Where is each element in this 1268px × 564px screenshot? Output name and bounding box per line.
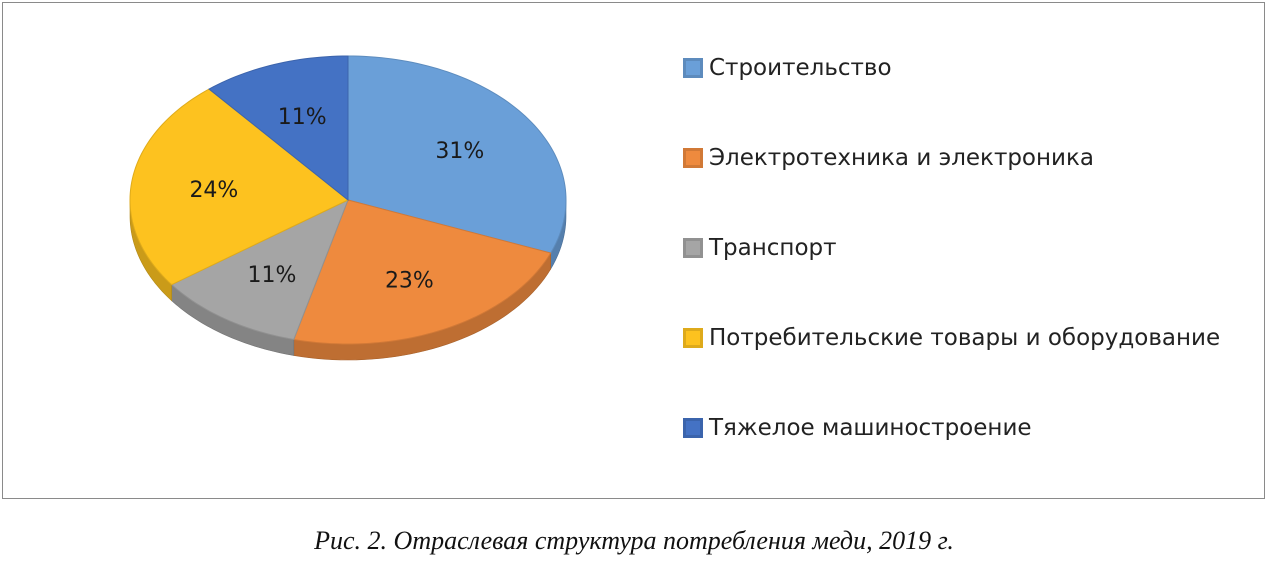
legend-item-heavy: Тяжелое машиностроение xyxy=(683,415,1032,441)
legend-swatch-transport xyxy=(683,238,703,258)
pie-slice-electrical xyxy=(293,199,552,345)
legend-item-electrical: Электротехника и электроника xyxy=(683,145,1094,171)
chart-frame: 31% 23% 11% 24% 11% Строительство Электротех… xyxy=(2,2,1265,499)
legend-swatch-construction xyxy=(683,58,703,78)
legend-label-electrical: Электротехника и электроника xyxy=(709,145,1094,171)
legend-label-consumer: Потребительские товары и оборудование xyxy=(709,325,1221,351)
pie-slice-construction xyxy=(347,55,567,254)
legend-swatch-consumer xyxy=(683,328,703,348)
legend-item-consumer: Потребительские товары и оборудование xyxy=(683,325,1220,351)
legend-item-transport: Транспорт xyxy=(683,235,837,261)
legend-label-heavy: Тяжелое машиностроение xyxy=(709,415,1032,441)
pie-chart: 31% 23% 11% 24% 11% xyxy=(129,55,567,361)
legend-swatch-electrical xyxy=(683,148,703,168)
figure-caption: Рис. 2. Отраслевая структура потребления… xyxy=(314,526,954,555)
pie-label-construction: 31% xyxy=(435,139,484,164)
pie-slice-transport xyxy=(170,199,349,341)
legend-label-transport: Транспорт xyxy=(709,235,837,261)
pie-slice-consumer xyxy=(129,88,349,286)
pie-label-transport: 11% xyxy=(248,263,297,288)
pie-label-consumer: 24% xyxy=(189,178,238,203)
legend-swatch-heavy xyxy=(683,418,703,438)
pie-label-heavy: 11% xyxy=(278,105,327,130)
legend-label-construction: Строительство xyxy=(709,55,892,81)
pie-slice-heavy xyxy=(208,55,349,202)
pie-label-electrical: 23% xyxy=(385,269,434,294)
legend-item-construction: Строительство xyxy=(683,55,892,81)
